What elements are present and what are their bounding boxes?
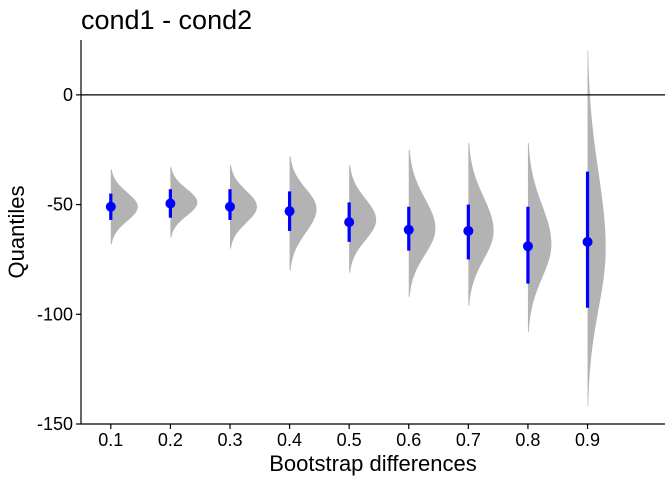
x-tick-label-5: 0.5 <box>337 430 362 450</box>
point-layer <box>105 198 593 252</box>
density-7 <box>468 143 494 306</box>
density-8 <box>527 143 552 332</box>
y-tick-label-4: -150 <box>37 414 73 434</box>
y-tick-label-3: -100 <box>37 304 73 324</box>
x-axis-title: Bootstrap differences <box>269 451 477 476</box>
density-6 <box>408 149 436 297</box>
density-layer <box>110 50 606 407</box>
density-2 <box>170 167 198 238</box>
point-5 <box>344 217 355 228</box>
chart-title: cond1 - cond2 <box>81 5 252 35</box>
y-axis-ticks: 0 -50 -100 -150 <box>37 85 81 434</box>
x-tick-label-8: 0.8 <box>515 430 540 450</box>
point-8 <box>522 241 533 252</box>
x-tick-label-6: 0.6 <box>396 430 421 450</box>
point-1 <box>105 201 116 212</box>
x-tick-label-4: 0.4 <box>277 430 302 450</box>
x-tick-label-3: 0.3 <box>217 430 242 450</box>
x-tick-label-1: 0.1 <box>98 430 123 450</box>
x-tick-label-9: 0.9 <box>575 430 600 450</box>
x-tick-label-2: 0.2 <box>158 430 183 450</box>
y-axis-title: Quantiles <box>4 186 29 279</box>
point-9 <box>582 236 593 247</box>
y-tick-label-2: -50 <box>47 195 73 215</box>
density-5 <box>349 165 377 273</box>
point-7 <box>463 225 474 236</box>
point-3 <box>224 201 235 212</box>
density-1 <box>110 169 138 245</box>
density-4 <box>289 156 317 271</box>
point-2 <box>165 198 176 209</box>
point-4 <box>284 206 295 217</box>
point-6 <box>403 224 414 235</box>
x-tick-label-7: 0.7 <box>456 430 481 450</box>
y-tick-label-1: 0 <box>63 85 73 105</box>
x-axis-ticks: 0.1 0.2 0.3 0.4 0.5 0.6 0.7 0.8 0.9 <box>98 424 600 450</box>
density-9 <box>587 50 606 407</box>
density-3 <box>229 165 257 249</box>
